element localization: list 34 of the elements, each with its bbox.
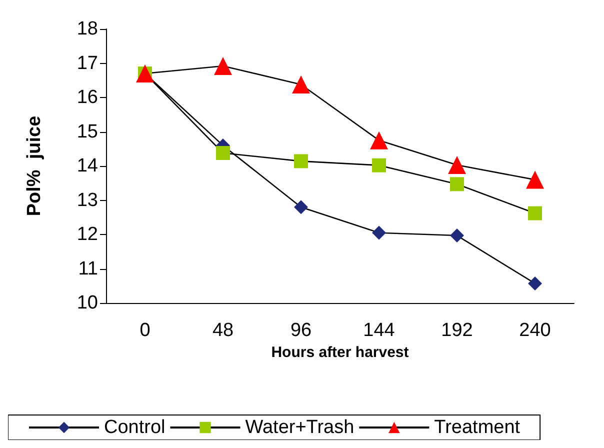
y-tick-label: 17 (76, 52, 98, 74)
point (372, 158, 386, 172)
x-tick-label: 240 (519, 320, 551, 341)
point (216, 146, 230, 160)
y-tick-label: 16 (76, 87, 98, 108)
x-tick-label: 0 (140, 320, 150, 341)
point (528, 276, 542, 290)
y-tick-label: 14 (76, 156, 98, 176)
x-axis-title: Hours after harvest (271, 344, 409, 361)
x-tick-label: 144 (363, 320, 396, 341)
point (294, 154, 308, 168)
point (528, 206, 542, 220)
legend-label: Control (104, 417, 166, 438)
point (448, 156, 466, 174)
point (292, 75, 310, 94)
point (294, 200, 308, 214)
point (450, 228, 464, 243)
x-tick-label: 48 (212, 320, 234, 341)
point (526, 170, 544, 189)
x-tick-label: 96 (290, 320, 312, 341)
point (450, 177, 464, 192)
point (214, 56, 232, 75)
y-tick-label: 12 (76, 224, 98, 245)
y-tick-label: 15 (76, 121, 98, 142)
point (370, 131, 388, 150)
x-tick-label: 192 (441, 320, 473, 341)
y-tick-label: 18 (76, 18, 98, 40)
y-tick-label: 11 (78, 258, 98, 280)
point (372, 226, 386, 240)
legend-label: Water+Trash (245, 417, 354, 438)
legend-label: Treatment (434, 417, 521, 438)
y-axis-title: Pol% juice (24, 116, 45, 216)
y-tick-label: 10 (76, 292, 98, 314)
y-tick-label: 13 (76, 190, 98, 211)
